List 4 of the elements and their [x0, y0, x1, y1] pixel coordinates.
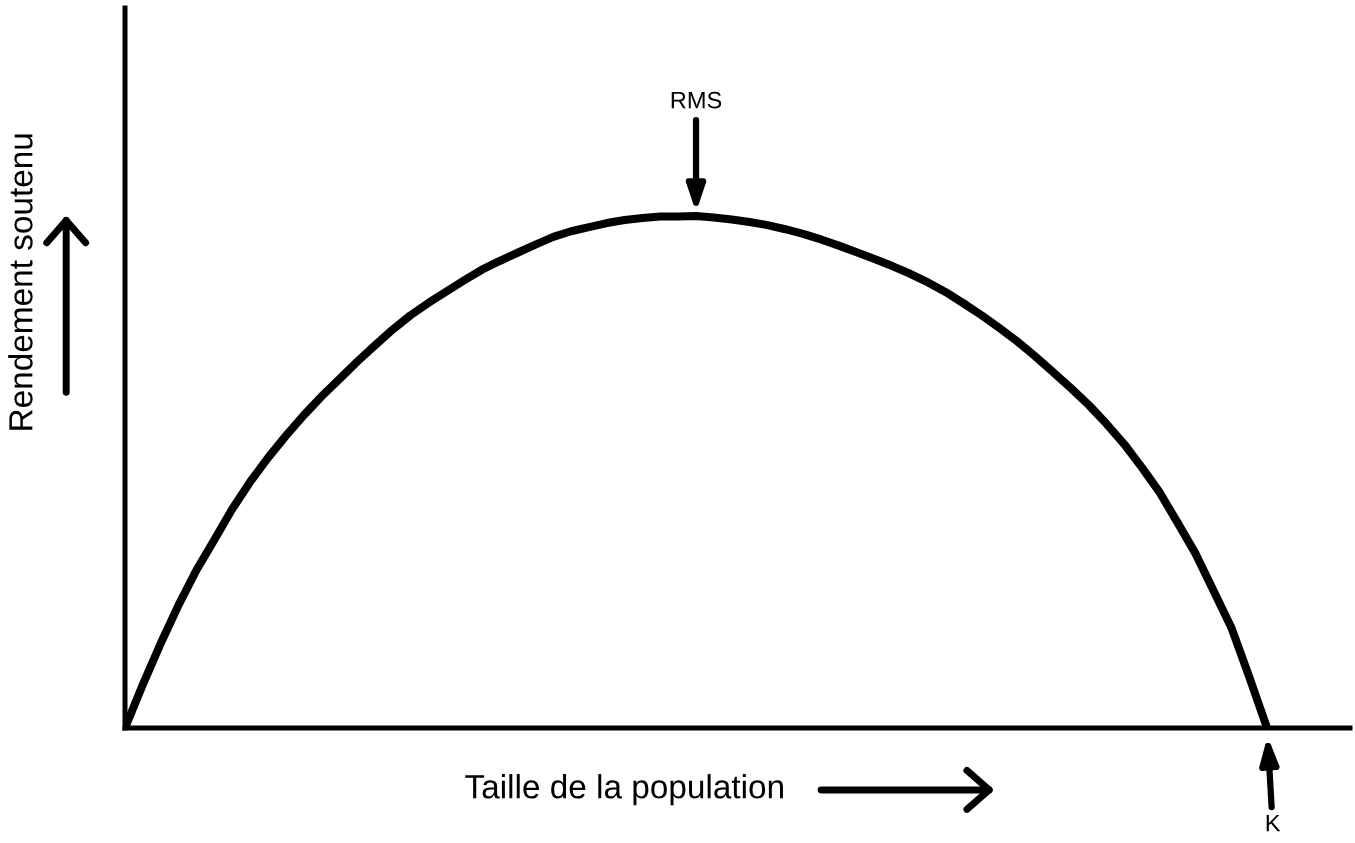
y-axis-title: Rendement soutenu — [8, 134, 33, 430]
text: RMS — [671, 91, 722, 109]
x-axis-title: Taille de la population — [465, 774, 783, 806]
text: K — [1266, 814, 1281, 832]
